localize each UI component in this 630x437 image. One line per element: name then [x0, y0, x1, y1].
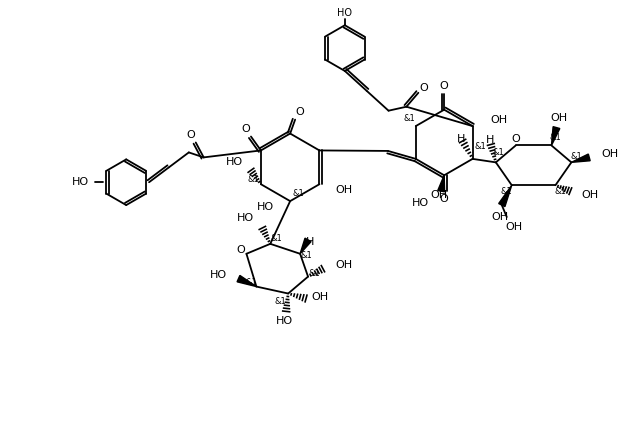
Text: O: O — [236, 245, 245, 255]
Text: O: O — [242, 124, 250, 134]
Polygon shape — [571, 154, 590, 163]
Text: &1: &1 — [292, 189, 304, 198]
Text: &1: &1 — [404, 114, 416, 123]
Text: OH: OH — [551, 113, 568, 123]
Text: OH: OH — [335, 185, 352, 195]
Text: &1: &1 — [549, 133, 561, 142]
Text: &1: &1 — [474, 142, 486, 152]
Polygon shape — [237, 275, 256, 287]
Text: HO: HO — [412, 198, 429, 208]
Text: O: O — [512, 134, 520, 143]
Text: H: H — [486, 135, 494, 146]
Text: OH: OH — [311, 291, 328, 302]
Text: O: O — [295, 107, 304, 117]
Text: OH: OH — [491, 115, 508, 125]
Polygon shape — [300, 238, 311, 254]
Text: &1: &1 — [493, 148, 505, 157]
Text: OH: OH — [336, 260, 353, 270]
Polygon shape — [438, 175, 445, 192]
Text: &1: &1 — [247, 175, 259, 184]
Text: OH: OH — [601, 149, 618, 160]
Polygon shape — [551, 127, 560, 146]
Text: O: O — [419, 83, 428, 93]
Text: HO: HO — [72, 177, 89, 187]
Text: HO: HO — [257, 202, 274, 212]
Text: HO: HO — [238, 213, 255, 223]
Text: &1: &1 — [308, 269, 320, 278]
Text: H: H — [306, 237, 314, 247]
Text: O: O — [440, 81, 449, 91]
Text: HO: HO — [209, 270, 227, 280]
Text: &1: &1 — [300, 251, 312, 260]
Text: &1: &1 — [554, 187, 566, 196]
Text: &1: &1 — [501, 187, 513, 196]
Text: H: H — [457, 134, 465, 144]
Text: &1: &1 — [570, 152, 582, 161]
Text: OH: OH — [581, 190, 598, 200]
Text: &1: &1 — [274, 297, 286, 306]
Text: HO: HO — [276, 316, 293, 326]
Text: O: O — [440, 194, 449, 204]
Polygon shape — [499, 185, 512, 207]
Text: HO: HO — [337, 8, 352, 18]
Text: OH: OH — [431, 190, 448, 200]
Text: OH: OH — [491, 212, 508, 222]
Text: O: O — [186, 129, 195, 139]
Text: &1: &1 — [270, 234, 282, 243]
Text: HO: HO — [226, 157, 243, 167]
Text: &1: &1 — [246, 278, 257, 287]
Text: OH: OH — [505, 222, 522, 232]
